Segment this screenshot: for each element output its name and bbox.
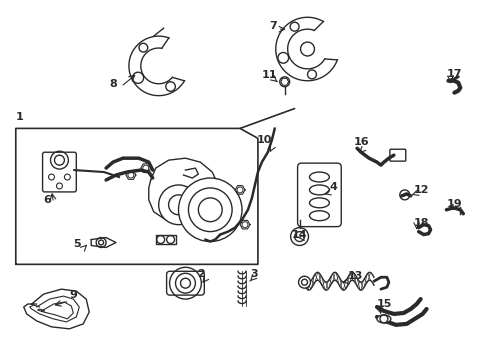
Text: 7: 7 bbox=[269, 21, 276, 31]
Polygon shape bbox=[156, 235, 175, 244]
Text: 15: 15 bbox=[377, 299, 392, 309]
Text: 10: 10 bbox=[257, 135, 272, 145]
Text: 2: 2 bbox=[197, 269, 205, 279]
Text: 19: 19 bbox=[446, 199, 462, 209]
Text: 1: 1 bbox=[16, 112, 24, 122]
Text: 18: 18 bbox=[414, 218, 429, 228]
Text: 14: 14 bbox=[292, 230, 307, 239]
Polygon shape bbox=[24, 289, 89, 329]
Polygon shape bbox=[91, 238, 116, 247]
Circle shape bbox=[298, 276, 311, 288]
Text: 5: 5 bbox=[74, 239, 81, 249]
Ellipse shape bbox=[310, 172, 329, 182]
Text: 17: 17 bbox=[446, 69, 462, 79]
Text: 16: 16 bbox=[354, 137, 370, 147]
Ellipse shape bbox=[310, 211, 329, 221]
Circle shape bbox=[159, 185, 198, 225]
Circle shape bbox=[291, 228, 309, 246]
Text: 11: 11 bbox=[262, 70, 277, 80]
Circle shape bbox=[170, 267, 201, 299]
Text: 4: 4 bbox=[329, 182, 337, 192]
Text: 8: 8 bbox=[109, 79, 117, 89]
Text: 12: 12 bbox=[414, 185, 429, 195]
Text: 9: 9 bbox=[70, 290, 77, 300]
Circle shape bbox=[280, 77, 290, 87]
Text: 13: 13 bbox=[347, 271, 363, 281]
Ellipse shape bbox=[310, 198, 329, 208]
Text: 6: 6 bbox=[44, 195, 51, 205]
Ellipse shape bbox=[377, 315, 391, 323]
Ellipse shape bbox=[310, 185, 329, 195]
Circle shape bbox=[178, 178, 242, 242]
Text: 3: 3 bbox=[250, 269, 258, 279]
Polygon shape bbox=[149, 158, 218, 223]
